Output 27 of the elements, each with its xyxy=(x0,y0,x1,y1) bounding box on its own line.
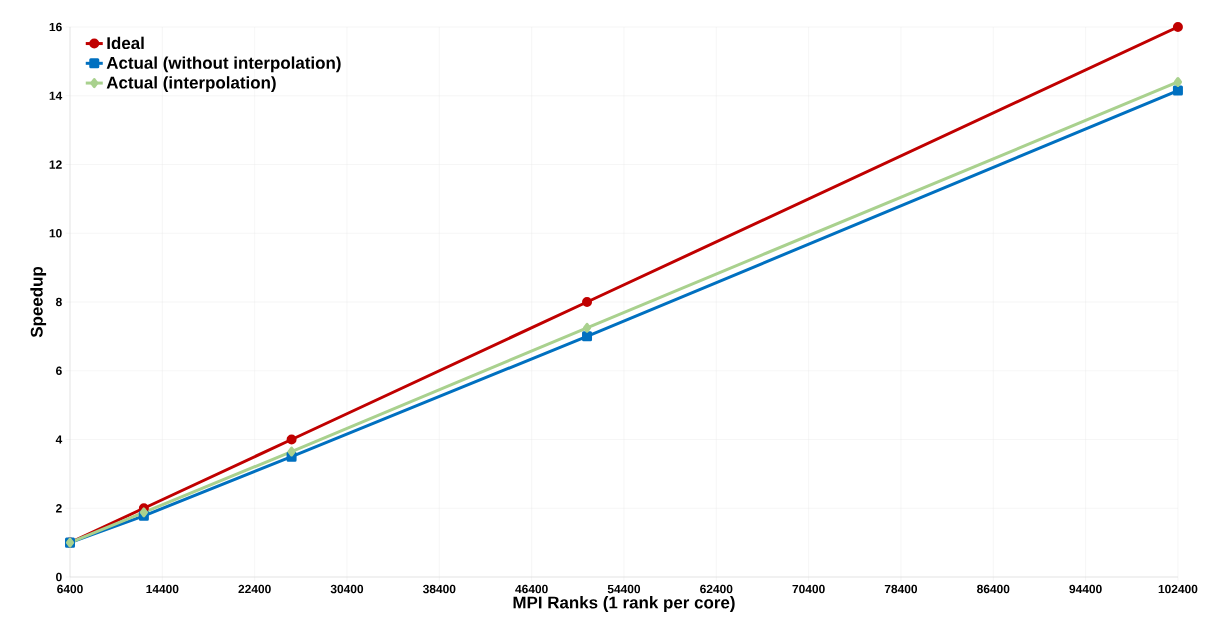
x-tick-label: 86400 xyxy=(977,584,1010,594)
legend-label: Actual (without interpolation) xyxy=(106,56,341,73)
legend-label: Actual (interpolation) xyxy=(106,76,276,92)
y-tick-label: 12 xyxy=(49,160,62,169)
y-tick-label: 0 xyxy=(56,572,62,582)
x-tick-label: 46400 xyxy=(515,584,548,594)
x-tick-label: 102400 xyxy=(1158,584,1198,594)
x-tick-label: 94400 xyxy=(1069,584,1102,594)
y-tick-label: 8 xyxy=(55,297,62,307)
y-tick-label: 14 xyxy=(49,91,63,100)
y-tick-label: 2 xyxy=(56,504,62,513)
x-axis-title: MPI Ranks (1 rank per core) xyxy=(513,596,735,612)
y-tick-label: 6 xyxy=(56,366,62,375)
y-tick-label: 4 xyxy=(55,435,63,444)
legend-label: Ideal xyxy=(107,36,144,50)
x-tick-label: 78400 xyxy=(884,584,918,594)
x-tick-label: 38400 xyxy=(422,584,456,594)
y-tick-label: 10 xyxy=(49,229,62,238)
x-tick-label: 14400 xyxy=(146,584,179,594)
x-tick-label: 54400 xyxy=(607,584,641,594)
x-tick-label: 70400 xyxy=(792,584,825,594)
x-tick-label: 30400 xyxy=(330,584,364,594)
x-tick-label: 22400 xyxy=(238,584,271,594)
y-tick-label: 16 xyxy=(49,22,62,32)
x-tick-label: 6400 xyxy=(57,584,83,594)
x-tick-label: 62400 xyxy=(700,584,733,594)
y-axis-title: Speedup xyxy=(30,266,47,338)
